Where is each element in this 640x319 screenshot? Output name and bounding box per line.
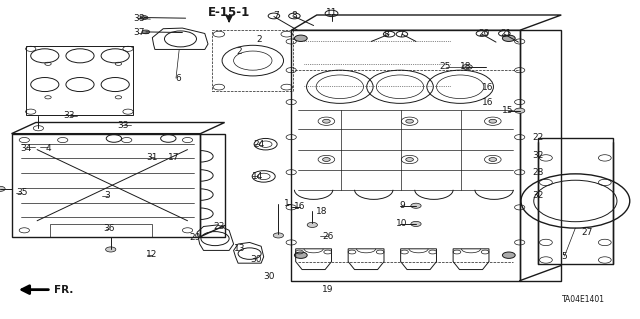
Text: 17: 17 bbox=[168, 153, 180, 162]
Circle shape bbox=[142, 30, 150, 34]
Text: 35: 35 bbox=[17, 189, 28, 197]
Circle shape bbox=[411, 221, 421, 226]
Text: 2: 2 bbox=[236, 47, 241, 56]
Circle shape bbox=[502, 252, 515, 258]
Text: 18: 18 bbox=[460, 63, 472, 71]
Text: 11: 11 bbox=[326, 8, 337, 17]
Text: 27: 27 bbox=[582, 228, 593, 237]
Text: 26: 26 bbox=[322, 232, 333, 241]
Text: 23: 23 bbox=[213, 222, 225, 231]
Circle shape bbox=[406, 119, 413, 123]
Circle shape bbox=[489, 119, 497, 123]
Text: 9: 9 bbox=[399, 201, 404, 210]
Text: 22: 22 bbox=[532, 133, 543, 142]
Circle shape bbox=[502, 35, 515, 41]
Text: 7: 7 bbox=[398, 30, 403, 39]
Bar bbox=[520, 30, 561, 281]
Text: 33: 33 bbox=[117, 121, 129, 130]
Text: 28: 28 bbox=[532, 168, 543, 177]
Text: 37: 37 bbox=[134, 28, 145, 37]
Text: 32: 32 bbox=[532, 151, 543, 160]
Circle shape bbox=[0, 186, 5, 191]
Text: 21: 21 bbox=[500, 29, 511, 38]
Text: 20: 20 bbox=[478, 29, 490, 38]
Circle shape bbox=[489, 158, 497, 161]
Text: 30: 30 bbox=[250, 256, 262, 264]
Text: 12: 12 bbox=[146, 250, 157, 259]
Circle shape bbox=[106, 247, 116, 252]
Text: 3: 3 bbox=[105, 191, 110, 200]
Text: 15: 15 bbox=[502, 106, 513, 115]
Text: 7: 7 bbox=[274, 11, 279, 20]
Text: 24: 24 bbox=[253, 140, 265, 149]
Text: 16: 16 bbox=[482, 98, 493, 107]
Circle shape bbox=[323, 158, 330, 161]
Text: 1: 1 bbox=[284, 199, 289, 208]
Text: 5: 5 bbox=[562, 252, 567, 261]
Text: 25: 25 bbox=[439, 63, 451, 71]
Text: 36: 36 bbox=[103, 224, 115, 233]
Text: 30: 30 bbox=[263, 272, 275, 281]
Circle shape bbox=[273, 233, 284, 238]
Text: 10: 10 bbox=[396, 219, 408, 228]
Circle shape bbox=[294, 35, 307, 41]
Text: 13: 13 bbox=[234, 244, 245, 253]
Text: E-15-1: E-15-1 bbox=[208, 6, 250, 19]
Text: 19: 19 bbox=[322, 285, 333, 294]
Text: 16: 16 bbox=[482, 83, 493, 92]
Text: 34: 34 bbox=[20, 144, 31, 153]
Bar bbox=[12, 134, 200, 237]
Circle shape bbox=[462, 64, 472, 70]
Text: 14: 14 bbox=[252, 172, 264, 181]
Bar bbox=[538, 138, 613, 264]
Circle shape bbox=[411, 203, 421, 208]
Text: 8: 8 bbox=[292, 11, 297, 20]
Text: 6: 6 bbox=[175, 74, 180, 83]
Text: 4: 4 bbox=[45, 144, 51, 153]
Circle shape bbox=[307, 222, 317, 227]
Circle shape bbox=[406, 158, 413, 161]
Text: 38: 38 bbox=[134, 14, 145, 23]
Circle shape bbox=[294, 252, 307, 258]
Text: FR.: FR. bbox=[54, 285, 74, 295]
Text: 8: 8 bbox=[384, 30, 389, 39]
Circle shape bbox=[515, 108, 525, 113]
Bar bbox=[212, 30, 293, 91]
Text: 18: 18 bbox=[316, 207, 327, 216]
Text: TA04E1401: TA04E1401 bbox=[562, 295, 605, 304]
Text: 32: 32 bbox=[532, 191, 543, 200]
Text: 29: 29 bbox=[189, 233, 201, 241]
Text: 31: 31 bbox=[147, 153, 158, 162]
Bar bbox=[26, 46, 133, 115]
Text: 16: 16 bbox=[294, 202, 305, 211]
Bar bbox=[291, 30, 520, 281]
Circle shape bbox=[140, 16, 148, 19]
Text: 33: 33 bbox=[63, 111, 75, 120]
Circle shape bbox=[323, 119, 330, 123]
Bar bbox=[200, 134, 225, 237]
Bar bbox=[50, 224, 152, 237]
Text: 2: 2 bbox=[257, 35, 262, 44]
